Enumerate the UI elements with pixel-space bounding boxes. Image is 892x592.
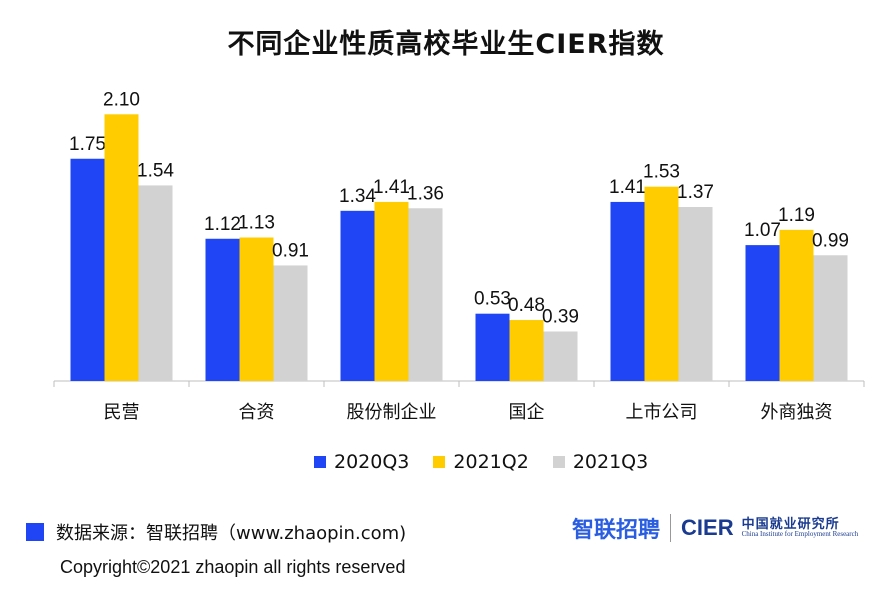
x-tick-label: 股份制企业 [347,402,437,423]
legend-swatch-2020q3 [314,456,326,468]
data-label: 1.07 [744,220,781,241]
legend-label-2021q3: 2021Q3 [572,451,649,473]
x-tick-label: 外商独资 [761,402,833,423]
bar-2021q2-5 [779,229,814,381]
bar-2021q3-2 [408,208,443,381]
data-label: 1.36 [407,183,444,204]
bar-2020q3-0 [70,158,105,381]
logos: 智联招聘 CIER 中国就业研究所 China Institute for Em… [572,512,858,544]
data-label: 0.53 [474,289,511,310]
legend-label-2020q3: 2020Q3 [334,451,410,473]
x-tick-label: 民营 [104,402,140,423]
data-label: 1.12 [204,214,241,235]
bar-2020q3-3 [475,313,510,381]
x-tick-label: 上市公司 [626,402,698,423]
data-source: 数据来源：智联招聘（www.zhaopin.com) [26,519,406,545]
data-label: 2.10 [103,89,140,110]
legend-item-2021q2: 2021Q2 [433,451,529,473]
bar-2021q2-4 [644,186,679,381]
x-tick-label: 合资 [239,402,275,423]
data-label: 1.41 [373,177,410,198]
data-label: 0.39 [542,306,579,327]
data-label: 1.53 [643,162,680,183]
cier-logo-cn: 中国就业研究所 [741,517,840,532]
logo-divider [670,514,672,542]
cier-logo-en: China Institute for Employment Research [741,530,859,538]
bar-2021q2-1 [239,237,274,381]
legend: 2020Q3 2021Q2 2021Q3 [314,451,648,473]
bar-2021q3-5 [813,255,848,381]
source-text: 数据来源：智联招聘（www.zhaopin.com) [56,523,407,544]
legend-swatch-2021q3 [552,456,565,468]
bar-2021q3-3 [543,331,578,381]
source-marker [26,523,44,541]
bar-2020q3-1 [205,238,240,381]
data-label: 1.54 [137,160,174,181]
data-label: 1.41 [609,177,646,198]
legend-item-2021q3: 2021Q3 [552,451,649,473]
bar-2020q3-2 [340,210,375,381]
legend-swatch-2021q2 [433,456,446,468]
bar-2021q3-4 [678,207,713,381]
zhaopin-logo: 智联招聘 [572,518,661,543]
legend-label-2021q2: 2021Q2 [453,451,529,473]
data-label: 0.99 [812,230,849,251]
data-label: 0.91 [272,240,309,261]
bar-2021q3-0 [138,185,173,381]
bar-2021q2-3 [509,320,544,381]
data-label: 1.19 [778,205,815,226]
bar-2020q3-5 [745,245,780,381]
cier-logo-text: 中国就业研究所 China Institute for Employment R… [742,518,859,538]
chart-title: 不同企业性质高校毕业生CIER指数 [227,29,665,60]
legend-item-2020q3: 2020Q3 [314,451,409,473]
bar-2021q3-1 [273,265,308,381]
x-tick-label: 国企 [509,402,545,423]
data-label: 1.75 [69,134,106,155]
data-label: 1.37 [677,182,714,203]
bar-2020q3-4 [610,201,645,381]
data-label: 1.13 [238,212,275,233]
bar-2021q2-0 [104,114,139,382]
cier-logo: CIER [681,515,734,540]
data-label: 1.34 [339,186,376,207]
copyright: Copyright©2021 zhaopin all rights reserv… [60,557,406,577]
data-label: 0.48 [508,295,545,316]
bar-2021q2-2 [374,201,409,381]
